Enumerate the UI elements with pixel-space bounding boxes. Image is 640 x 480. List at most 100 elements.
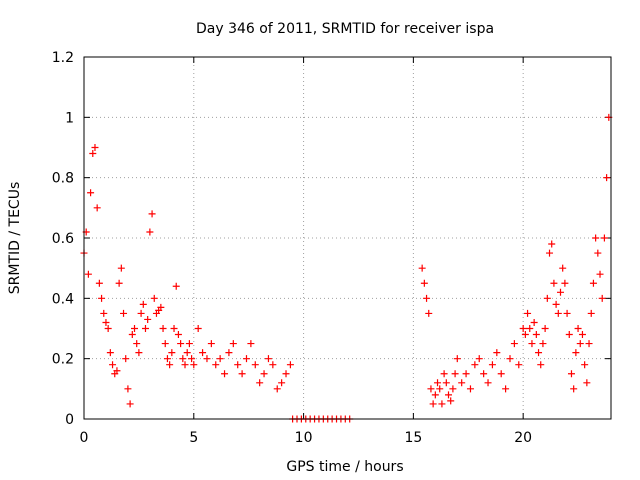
data-point xyxy=(93,204,101,212)
data-point xyxy=(480,370,488,378)
data-point xyxy=(199,349,207,357)
y-tick-label: 1 xyxy=(65,110,74,126)
data-point xyxy=(221,370,229,378)
data-point xyxy=(541,325,549,332)
data-point xyxy=(554,309,562,317)
data-point xyxy=(530,318,538,326)
data-point xyxy=(493,349,501,357)
data-point xyxy=(427,385,435,393)
data-point xyxy=(163,355,171,363)
data-point xyxy=(535,349,543,357)
data-point xyxy=(269,361,277,369)
data-point xyxy=(126,400,134,408)
data-point xyxy=(519,325,527,332)
data-point xyxy=(574,325,582,332)
data-point xyxy=(117,264,125,272)
data-point xyxy=(546,249,554,257)
data-point xyxy=(247,340,255,348)
data-point xyxy=(100,309,108,317)
data-point xyxy=(174,331,182,339)
data-point xyxy=(91,144,99,151)
data-point xyxy=(466,385,474,393)
data-point xyxy=(600,234,608,242)
y-tick-label: 0.2 xyxy=(52,352,74,368)
data-point xyxy=(95,279,103,287)
data-point xyxy=(458,379,466,387)
data-point xyxy=(177,340,185,348)
data-point xyxy=(521,331,529,339)
data-point xyxy=(148,210,156,218)
data-point xyxy=(543,294,551,302)
data-point xyxy=(434,379,442,387)
data-point xyxy=(565,331,573,339)
data-point xyxy=(585,340,593,348)
data-point xyxy=(157,303,165,311)
data-point xyxy=(238,370,246,378)
data-point xyxy=(133,340,141,348)
data-point xyxy=(106,349,114,357)
data-point xyxy=(168,349,176,357)
data-point xyxy=(188,355,196,363)
data-point xyxy=(179,355,187,363)
data-point xyxy=(440,370,448,378)
data-point xyxy=(286,361,294,369)
axis-ticks xyxy=(83,56,611,420)
data-point xyxy=(225,349,233,357)
data-point xyxy=(576,340,584,348)
data-point xyxy=(567,370,575,378)
data-point xyxy=(488,361,496,369)
data-point xyxy=(550,279,558,287)
data-point xyxy=(592,234,600,242)
data-point xyxy=(578,331,586,339)
data-point xyxy=(256,379,264,387)
data-point xyxy=(442,379,450,387)
data-point xyxy=(515,361,523,369)
data-point xyxy=(104,325,112,332)
y-tick-label: 0 xyxy=(65,412,74,428)
data-point xyxy=(552,300,560,308)
chart-title: Day 346 of 2011, SRMTID for receiver isp… xyxy=(196,21,494,37)
data-point xyxy=(260,370,268,378)
data-point xyxy=(161,340,169,348)
data-point xyxy=(242,355,250,363)
data-point xyxy=(497,370,505,378)
data-point xyxy=(166,361,174,369)
data-point xyxy=(203,355,211,363)
data-point xyxy=(89,150,97,158)
data-point xyxy=(587,309,595,317)
data-point xyxy=(598,294,606,302)
data-point xyxy=(528,340,536,348)
data-point xyxy=(122,355,130,363)
data-point xyxy=(462,370,470,378)
data-point xyxy=(146,228,154,236)
data-point xyxy=(137,309,145,317)
data-point xyxy=(572,349,580,357)
data-point xyxy=(128,331,136,339)
data-point xyxy=(113,367,121,375)
data-point xyxy=(172,282,180,290)
data-point xyxy=(251,361,259,369)
y-tick-label: 0.6 xyxy=(52,231,74,247)
data-point xyxy=(183,349,191,357)
data-point xyxy=(216,355,224,363)
data-point xyxy=(539,340,547,348)
data-point xyxy=(170,325,178,332)
data-point xyxy=(589,279,597,287)
x-tick-label: 0 xyxy=(80,430,89,446)
x-axis-label: GPS time / hours xyxy=(286,459,403,475)
data-point xyxy=(537,361,545,369)
y-tick-label: 0.8 xyxy=(52,171,74,187)
data-point xyxy=(526,325,534,332)
data-point xyxy=(234,361,242,369)
data-point xyxy=(139,300,147,308)
data-point xyxy=(181,361,189,369)
data-point xyxy=(109,361,117,369)
data-point xyxy=(524,309,532,317)
y-tick-label: 1.2 xyxy=(52,50,74,66)
data-point xyxy=(506,355,514,363)
data-point xyxy=(471,361,479,369)
grid xyxy=(84,57,611,419)
data-point xyxy=(131,325,139,332)
x-tick-labels: 0 5 10 15 20 xyxy=(80,430,533,446)
data-point xyxy=(436,385,444,393)
